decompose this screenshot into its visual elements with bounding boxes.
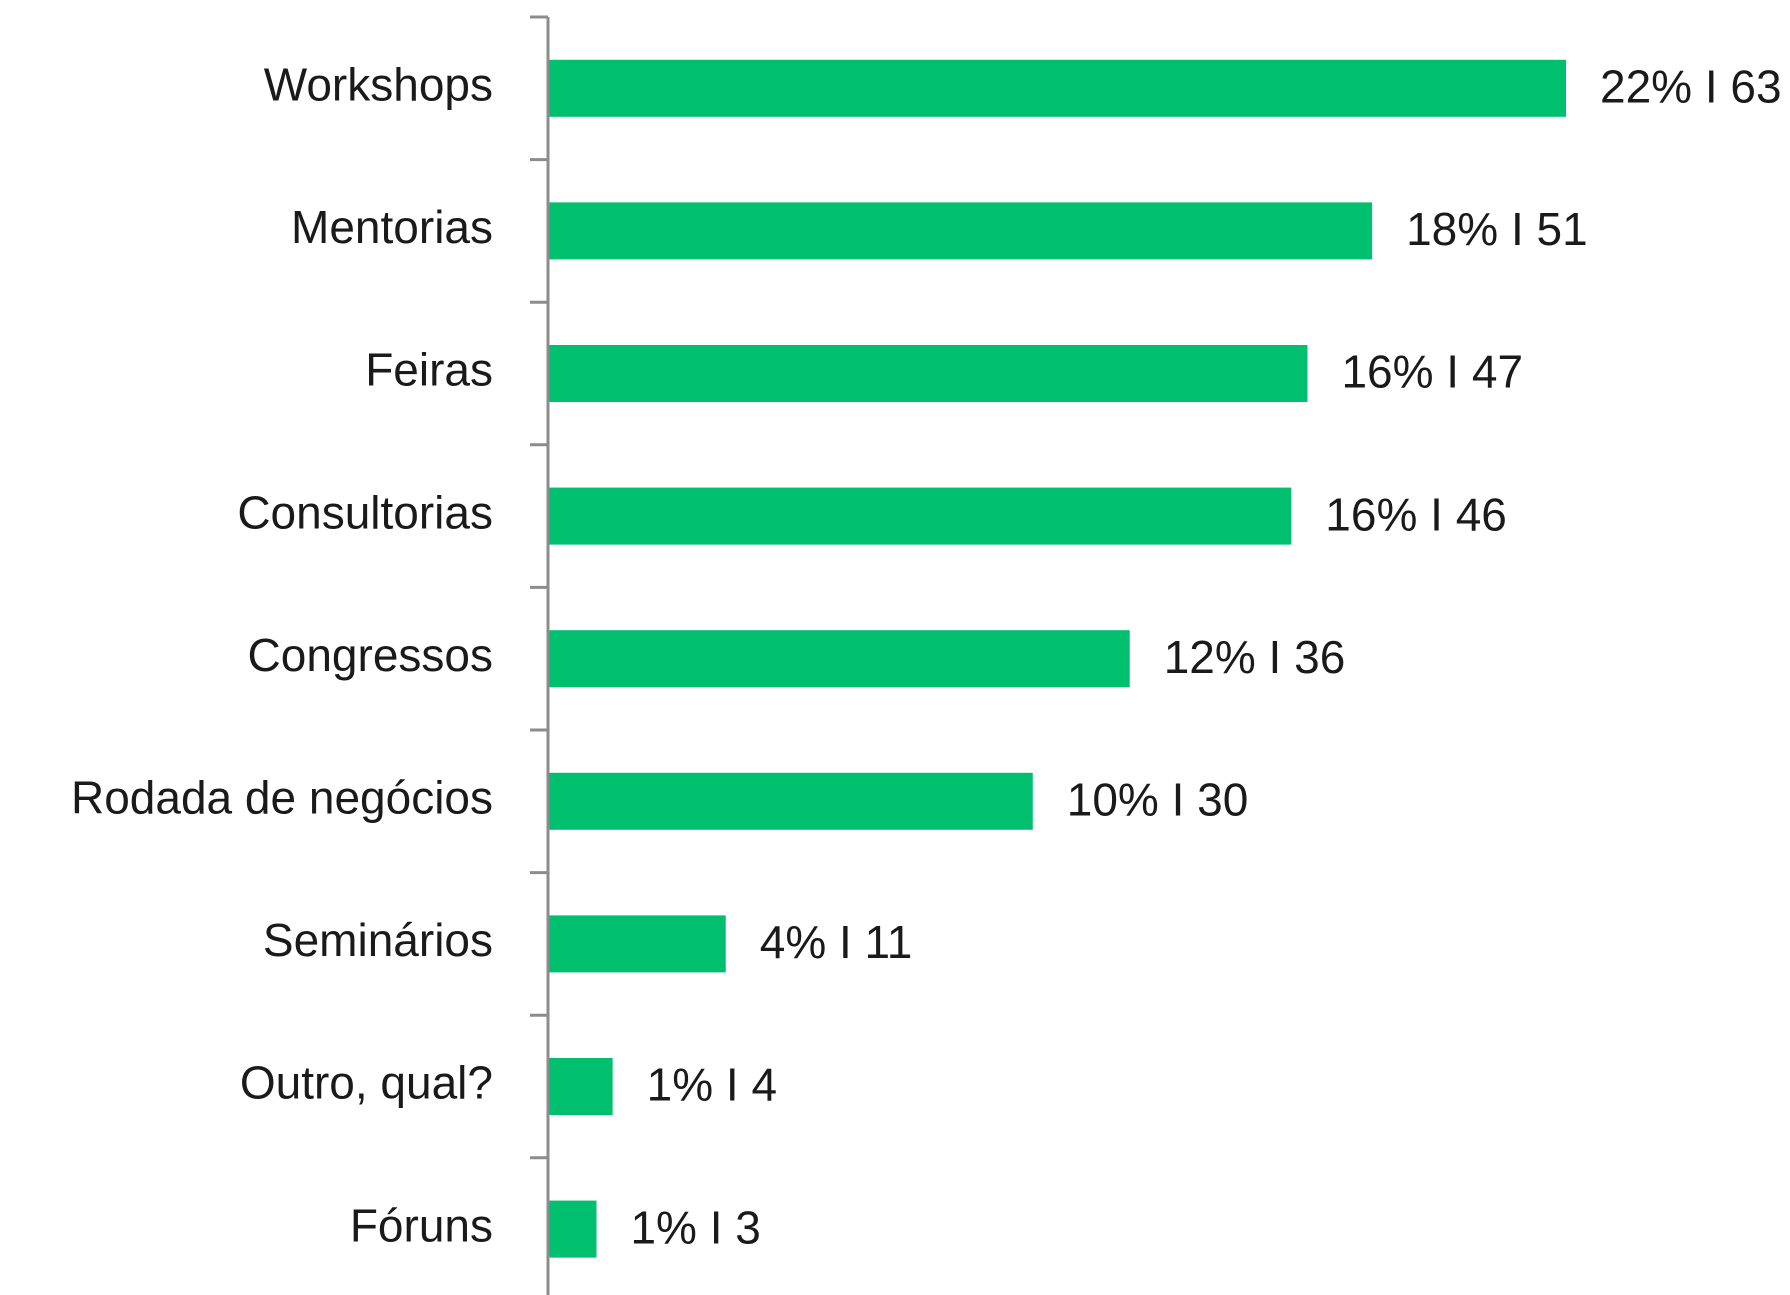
category-label: Fóruns [350, 1199, 493, 1251]
value-label: 12% I 36 [1164, 631, 1346, 683]
bar [549, 1200, 597, 1258]
category-label: Mentorias [291, 201, 493, 253]
category-label: Rodada de negócios [71, 771, 493, 823]
category-label: Consultorias [237, 486, 493, 538]
value-label: 1% I 3 [630, 1201, 760, 1253]
category-label: Outro, qual? [240, 1057, 493, 1109]
bar [549, 487, 1292, 545]
bar [549, 345, 1308, 402]
category-label: Workshops [264, 58, 493, 110]
bar [549, 915, 726, 973]
value-label: 16% I 46 [1325, 488, 1507, 540]
value-label: 1% I 4 [647, 1059, 777, 1111]
value-label: 22% I 63 [1600, 60, 1782, 112]
bar [549, 630, 1130, 688]
bar [549, 59, 1566, 117]
category-label: Seminários [263, 914, 493, 966]
value-label: 18% I 51 [1406, 203, 1588, 255]
value-label: 16% I 47 [1341, 346, 1523, 398]
bar [549, 202, 1373, 260]
value-label: 4% I 11 [760, 916, 913, 968]
bar [549, 1058, 613, 1115]
value-label: 10% I 30 [1067, 773, 1249, 825]
category-label: Congressos [248, 629, 493, 681]
bar [549, 772, 1033, 830]
category-label: Feiras [365, 344, 493, 396]
